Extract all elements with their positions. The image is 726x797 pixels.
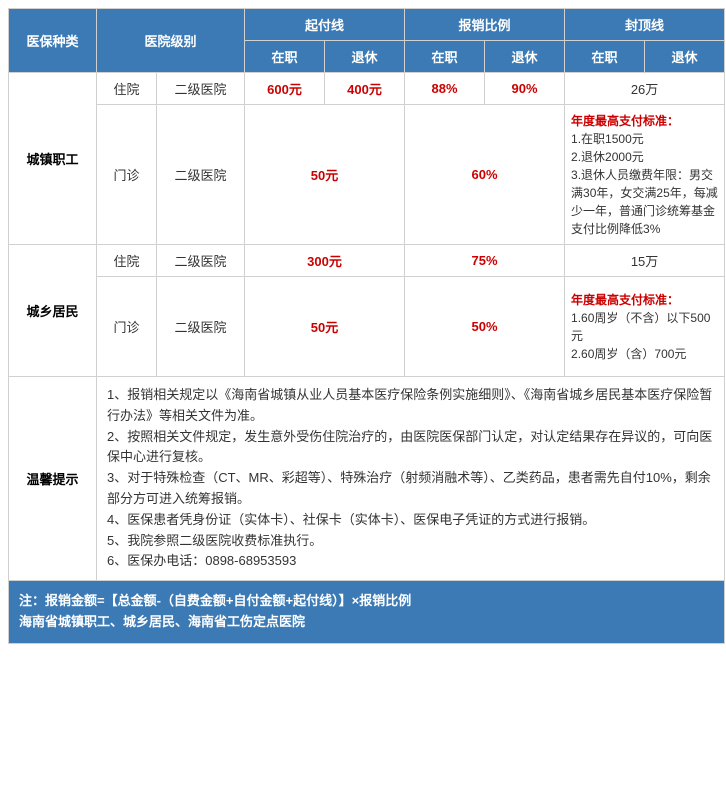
cap-title: 年度最高支付标准： <box>571 293 679 307</box>
row-footer: 注：报销金额=【总金额-（自费金额+自付金额+起付线）】×报销比例 海南省城镇职… <box>9 581 725 644</box>
cell-rural-inpatient-service: 住院 <box>97 245 157 277</box>
cap-title: 年度最高支付标准： <box>571 114 679 128</box>
cell-rural-inpatient-hospital: 二级医院 <box>157 245 245 277</box>
footer-line: 海南省城镇职工、城乡居民、海南省工伤定点医院 <box>19 614 305 629</box>
cell-worker-outpatient-hospital: 二级医院 <box>157 105 245 245</box>
th-type: 医保种类 <box>9 9 97 73</box>
cell-rural-inpatient-cap: 15万 <box>565 245 725 277</box>
cell-worker-inpatient-service: 住院 <box>97 73 157 105</box>
cell-worker-inpatient-ratio-retired: 90% <box>485 73 565 105</box>
cap-line: 1.在职1500元 <box>571 132 644 146</box>
th-level: 医院级别 <box>97 9 245 73</box>
tips-line: 6、医保办电话：0898-68953593 <box>107 553 296 568</box>
cell-rural-outpatient-hospital: 二级医院 <box>157 277 245 377</box>
row-rural-outpatient: 门诊 二级医院 50元 50% 年度最高支付标准： 1.60周岁（不含）以下50… <box>9 277 725 377</box>
cap-line: 1.60周岁（不含）以下500元 <box>571 311 710 343</box>
cell-rural-inpatient-ratio: 75% <box>405 245 565 277</box>
th-ratio-retired: 退休 <box>485 41 565 73</box>
row-tips: 温馨提示 1、报销相关规定以《海南省城镇从业人员基本医疗保险条例实施细则》、《海… <box>9 377 725 581</box>
th-ratio: 报销比例 <box>405 9 565 41</box>
cell-footer: 注：报销金额=【总金额-（自费金额+自付金额+起付线）】×报销比例 海南省城镇职… <box>9 581 725 644</box>
cell-rural-outpatient-ded: 50元 <box>245 277 405 377</box>
cap-line: 2.60周岁（含）700元 <box>571 347 686 361</box>
cap-line: 2.退休2000元 <box>571 150 644 164</box>
tips-line: 2、按照相关文件规定，发生意外受伤住院治疗的，由医院医保部门认定，对认定结果存在… <box>107 429 712 465</box>
cell-rural-outpatient-service: 门诊 <box>97 277 157 377</box>
cell-worker-inpatient-hospital: 二级医院 <box>157 73 245 105</box>
insurance-table: 医保种类 医院级别 起付线 报销比例 封顶线 在职 退休 在职 退休 在职 退休… <box>8 8 725 644</box>
cell-worker-inpatient-ratio-active: 88% <box>405 73 485 105</box>
cell-worker-inpatient-cap: 26万 <box>565 73 725 105</box>
th-cap: 封顶线 <box>565 9 725 41</box>
cell-worker-outpatient-cap: 年度最高支付标准： 1.在职1500元 2.退休2000元 3.退休人员缴费年限… <box>565 105 725 245</box>
th-ratio-active: 在职 <box>405 41 485 73</box>
cell-rural-outpatient-ratio: 50% <box>405 277 565 377</box>
cell-rural-inpatient-ded: 300元 <box>245 245 405 277</box>
cell-worker-outpatient-ratio: 60% <box>405 105 565 245</box>
th-deductible-active: 在职 <box>245 41 325 73</box>
th-cap-retired: 退休 <box>645 41 725 73</box>
row-worker-outpatient: 门诊 二级医院 50元 60% 年度最高支付标准： 1.在职1500元 2.退休… <box>9 105 725 245</box>
tips-line: 3、对于特殊检查（CT、MR、彩超等）、特殊治疗（射频消融术等）、乙类药品，患者… <box>107 470 711 506</box>
row-rural-inpatient: 城乡居民 住院 二级医院 300元 75% 15万 <box>9 245 725 277</box>
th-deductible-retired: 退休 <box>325 41 405 73</box>
cell-tips-content: 1、报销相关规定以《海南省城镇从业人员基本医疗保险条例实施细则》、《海南省城乡居… <box>97 377 725 581</box>
cell-worker-name: 城镇职工 <box>9 73 97 245</box>
tips-line: 4、医保患者凭身份证（实体卡）、社保卡（实体卡）、医保电子凭证的方式进行报销。 <box>107 512 595 527</box>
cell-tips-label: 温馨提示 <box>9 377 97 581</box>
header-row-1: 医保种类 医院级别 起付线 报销比例 封顶线 <box>9 9 725 41</box>
cell-worker-outpatient-service: 门诊 <box>97 105 157 245</box>
cell-rural-outpatient-cap: 年度最高支付标准： 1.60周岁（不含）以下500元 2.60周岁（含）700元 <box>565 277 725 377</box>
cell-worker-outpatient-ded: 50元 <box>245 105 405 245</box>
th-cap-active: 在职 <box>565 41 645 73</box>
cell-rural-name: 城乡居民 <box>9 245 97 377</box>
tips-line: 5、我院参照二级医院收费标准执行。 <box>107 533 322 548</box>
tips-line: 1、报销相关规定以《海南省城镇从业人员基本医疗保险条例实施细则》、《海南省城乡居… <box>107 387 712 423</box>
th-deductible: 起付线 <box>245 9 405 41</box>
cell-worker-inpatient-ded-active: 600元 <box>245 73 325 105</box>
cap-line: 3.退休人员缴费年限：男交满30年，女交满25年，每减少一年，普通门诊统筹基金支… <box>571 168 718 236</box>
footer-line: 注：报销金额=【总金额-（自费金额+自付金额+起付线）】×报销比例 <box>19 593 411 608</box>
cell-worker-inpatient-ded-retired: 400元 <box>325 73 405 105</box>
row-worker-inpatient: 城镇职工 住院 二级医院 600元 400元 88% 90% 26万 <box>9 73 725 105</box>
